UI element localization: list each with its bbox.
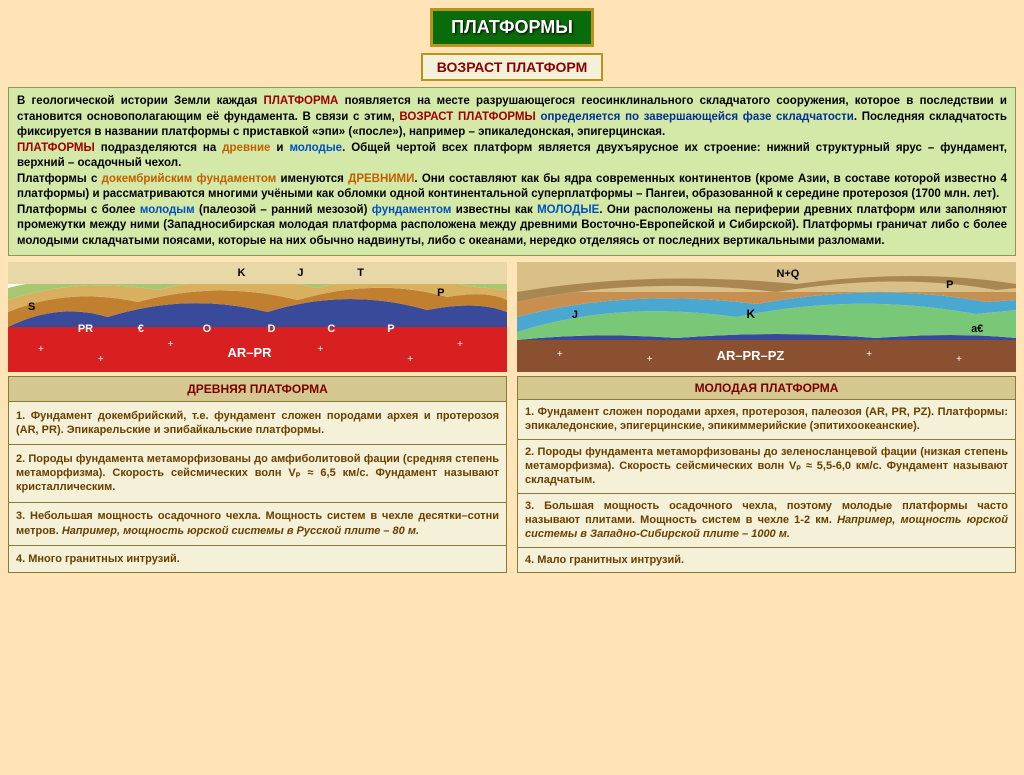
t: ДРЕВНИМИ bbox=[348, 173, 414, 185]
old-platform-table: ДРЕВНЯЯ ПЛАТФОРМА 1. Фундамент докембрий… bbox=[8, 376, 507, 573]
t: Платформы с bbox=[17, 173, 102, 185]
svg-text:J: J bbox=[572, 309, 578, 321]
sub-title: ВОЗРАСТ ПЛАТФОРМ bbox=[421, 53, 603, 81]
svg-text:T: T bbox=[357, 267, 364, 279]
old-r2: 2. Породы фундамента метаморфизованы до … bbox=[9, 444, 507, 502]
t: МОЛОДЫЕ bbox=[537, 204, 599, 216]
young-platform-table: МОЛОДАЯ ПЛАТФОРМА 1. Фундамент сложен по… bbox=[517, 376, 1016, 573]
svg-text:N+Q: N+Q bbox=[776, 268, 799, 280]
svg-text:+: + bbox=[866, 349, 872, 360]
t: определяется по завершающейся фазе склад… bbox=[540, 111, 853, 123]
svg-text:+: + bbox=[557, 349, 563, 360]
t: В геологической истории Земли каждая bbox=[17, 95, 264, 107]
t: ПЛАТФОРМЫ bbox=[17, 142, 95, 154]
svg-text:K: K bbox=[747, 307, 756, 321]
t: именуются bbox=[276, 173, 348, 185]
main-title: ПЛАТФОРМЫ bbox=[430, 8, 594, 47]
svg-text:C: C bbox=[327, 323, 335, 335]
t: (палеозой – ранний мезозой) bbox=[195, 204, 372, 216]
svg-text:PR: PR bbox=[78, 323, 93, 335]
svg-text:+: + bbox=[98, 354, 104, 365]
t: Платформы с более bbox=[17, 204, 140, 216]
young-r2: 2. Породы фундамента метаморфизованы до … bbox=[518, 439, 1016, 493]
svg-text:a€: a€ bbox=[971, 323, 983, 335]
old-r1: 1. Фундамент докембрийский, т.е. фундаме… bbox=[9, 401, 507, 444]
svg-text:AR–PR: AR–PR bbox=[228, 345, 273, 360]
t: и bbox=[270, 142, 289, 154]
old-platform-diagram: S PR € O D C P K J T P AR–PR + + + + + + bbox=[8, 262, 507, 372]
svg-text:+: + bbox=[168, 339, 174, 350]
t: молодым bbox=[140, 204, 195, 216]
young-r1: 1. Фундамент сложен породами архея, прот… bbox=[518, 400, 1016, 440]
t: подразделяются на bbox=[95, 142, 222, 154]
svg-text:+: + bbox=[38, 344, 44, 355]
svg-text:+: + bbox=[647, 354, 653, 365]
young-r3: 3. Большая мощность осадочного чехла, по… bbox=[518, 493, 1016, 547]
svg-text:+: + bbox=[407, 354, 413, 365]
young-r4: 4. Мало гранитных интрузий. bbox=[518, 547, 1016, 572]
main-text-block: В геологической истории Земли каждая ПЛА… bbox=[8, 87, 1016, 256]
young-platform-diagram: J K N+Q P a€ AR–PR–PZ + + + + bbox=[517, 262, 1016, 372]
th-old: ДРЕВНЯЯ ПЛАТФОРМА bbox=[9, 377, 507, 402]
svg-text:P: P bbox=[437, 287, 444, 299]
t: древние bbox=[222, 142, 270, 154]
t: ВОЗРАСТ ПЛАТФОРМЫ bbox=[399, 111, 535, 123]
old-r4: 4. Много гранитных интрузий. bbox=[9, 545, 507, 572]
t: молодые bbox=[289, 142, 342, 154]
t: известны как bbox=[451, 204, 537, 216]
svg-text:P: P bbox=[946, 279, 953, 291]
svg-text:+: + bbox=[956, 354, 962, 365]
svg-text:S: S bbox=[28, 301, 35, 313]
svg-text:D: D bbox=[267, 323, 275, 335]
svg-text:AR–PR–PZ: AR–PR–PZ bbox=[717, 348, 785, 363]
svg-text:+: + bbox=[317, 344, 323, 355]
svg-text:O: O bbox=[203, 323, 212, 335]
t: фундаментом bbox=[372, 204, 452, 216]
svg-text:P: P bbox=[387, 323, 394, 335]
svg-text:+: + bbox=[457, 339, 463, 350]
svg-text:K: K bbox=[238, 267, 246, 279]
t: докембрийским фундаментом bbox=[102, 173, 277, 185]
svg-text:J: J bbox=[297, 267, 303, 279]
th-young: МОЛОДАЯ ПЛАТФОРМА bbox=[518, 377, 1016, 400]
t: ПЛАТФОРМА bbox=[264, 95, 339, 107]
svg-text:€: € bbox=[138, 323, 144, 335]
old-r3: 3. Небольшая мощность осадочного чехла. … bbox=[9, 502, 507, 545]
